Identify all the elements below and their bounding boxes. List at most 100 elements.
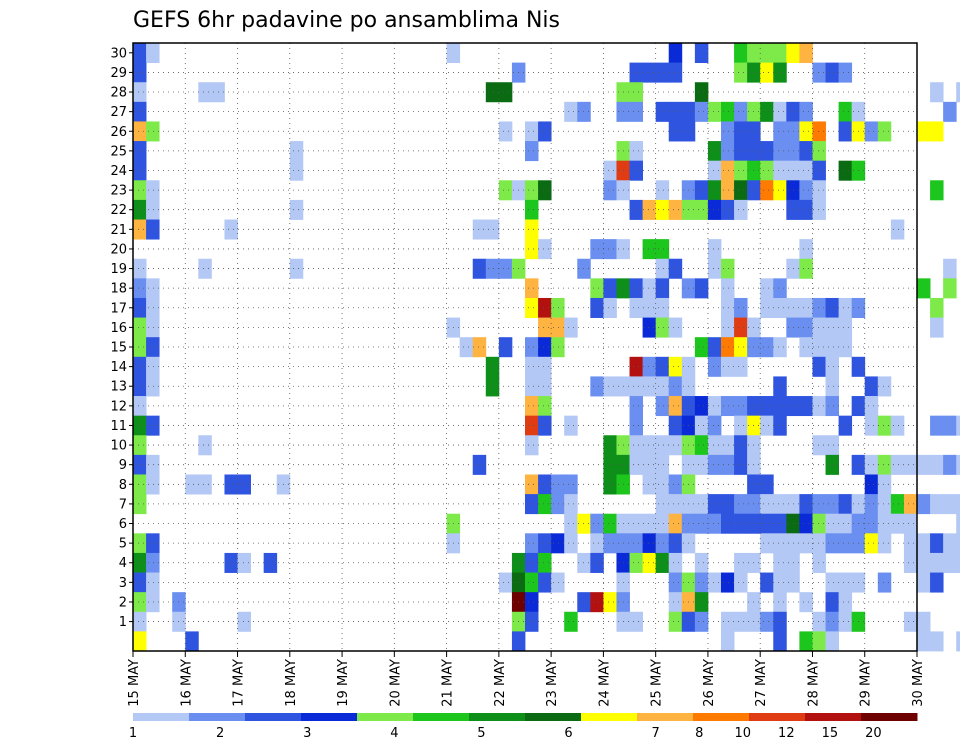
heatmap-cell [917, 552, 931, 573]
heatmap-cell [525, 435, 539, 456]
heatmap-cell [734, 572, 748, 593]
heatmap-cell [877, 415, 892, 436]
heatmap-cell [655, 258, 670, 279]
heatmap-cell [564, 101, 578, 122]
heatmap-cell [146, 415, 160, 436]
heatmap-cell [538, 533, 552, 554]
heatmap-cell [538, 356, 552, 377]
heatmap-cell [564, 494, 578, 515]
heatmap-cell [799, 141, 813, 162]
heatmap-cell [760, 513, 774, 534]
heatmap-cell [146, 376, 160, 397]
heatmap-cell [538, 415, 552, 436]
heatmap-cell [133, 121, 147, 142]
heatmap-cell [459, 337, 474, 358]
heatmap-cell [629, 376, 643, 397]
heatmap-cell [838, 611, 853, 632]
heatmap-cell [864, 396, 879, 417]
heatmap-cell [890, 415, 905, 436]
heatmap-cell [799, 494, 813, 515]
colorbar-swatch [189, 713, 246, 721]
heatmap-cell [930, 317, 944, 338]
heatmap-cell [864, 533, 879, 554]
heatmap-cell [773, 533, 787, 554]
heatmap-cell [525, 239, 539, 260]
heatmap-cell [734, 62, 748, 83]
heatmap-cell [133, 631, 147, 652]
heatmap-cell [603, 513, 617, 534]
heatmap-cell [903, 552, 918, 573]
heatmap-cell [721, 631, 735, 652]
heatmap-cell [668, 121, 683, 142]
heatmap-cell [930, 415, 944, 436]
heatmap-cell [655, 552, 670, 573]
heatmap-cell [825, 396, 839, 417]
heatmap-cell [825, 533, 839, 554]
heatmap-cell [133, 337, 147, 358]
heatmap-cell [799, 337, 813, 358]
heatmap-cell [694, 454, 709, 475]
heatmap-cell [734, 317, 748, 338]
heatmap-cell [734, 552, 748, 573]
heatmap-cell [525, 199, 539, 220]
heatmap-cell [655, 356, 670, 377]
heatmap-cell [198, 82, 212, 103]
heatmap-cell [525, 121, 539, 142]
colorbar-swatch [637, 713, 694, 721]
heatmap-cell [603, 592, 617, 613]
heatmap-cell [812, 180, 826, 201]
heatmap-cell [538, 239, 552, 260]
heatmap-cell [799, 101, 813, 122]
heatmap-cell [707, 160, 722, 181]
heatmap-cell [903, 494, 918, 515]
heatmap-cell [525, 592, 539, 613]
heatmap-cell [734, 121, 748, 142]
heatmap-cell [707, 180, 722, 201]
heatmap-cell [603, 239, 617, 260]
heatmap-cell [721, 337, 735, 358]
heatmap-cell [694, 396, 709, 417]
heatmap-cell [734, 180, 748, 201]
colorbar-label: 15 [822, 726, 839, 741]
heatmap-cell [721, 258, 735, 279]
x-tick-label: 27 MAY [754, 659, 769, 707]
heatmap-cell [525, 356, 539, 377]
heatmap-cell [812, 396, 826, 417]
heatmap-cell [734, 454, 748, 475]
heatmap-cell [721, 101, 735, 122]
heatmap-cell [825, 337, 839, 358]
heatmap-cell [877, 513, 892, 534]
colorbar-label: 10 [735, 726, 752, 741]
heatmap-cell [707, 258, 722, 279]
heatmap-cell [133, 199, 147, 220]
heatmap-cell [773, 121, 787, 142]
heatmap-cell [760, 572, 774, 593]
heatmap-cell [838, 62, 853, 83]
heatmap-cell [198, 258, 212, 279]
colorbar-swatch [525, 713, 582, 721]
heatmap-cell [590, 376, 604, 397]
heatmap-cell [864, 494, 879, 515]
heatmap-cell [812, 513, 826, 534]
heatmap-cell [525, 376, 539, 397]
heatmap-cell [877, 454, 892, 475]
heatmap-cell [133, 141, 147, 162]
heatmap-cell [930, 631, 944, 652]
heatmap-cell [642, 62, 657, 83]
x-tick-label: 19 MAY [336, 659, 351, 707]
heatmap-cell [603, 376, 617, 397]
heatmap-cell [943, 454, 957, 475]
colorbar-swatch [581, 713, 638, 721]
heatmap-cell [721, 494, 735, 515]
heatmap-cell [564, 533, 578, 554]
y-tick-label: 25 [110, 144, 127, 159]
heatmap-cell [668, 494, 683, 515]
heatmap-cell [930, 121, 944, 142]
heatmap-cell [694, 415, 709, 436]
heatmap-cell [707, 415, 722, 436]
heatmap-cell [133, 101, 147, 122]
heatmap-cell [773, 43, 787, 64]
heatmap-cell [707, 356, 722, 377]
heatmap-cell [786, 43, 800, 64]
heatmap-cell [760, 101, 774, 122]
